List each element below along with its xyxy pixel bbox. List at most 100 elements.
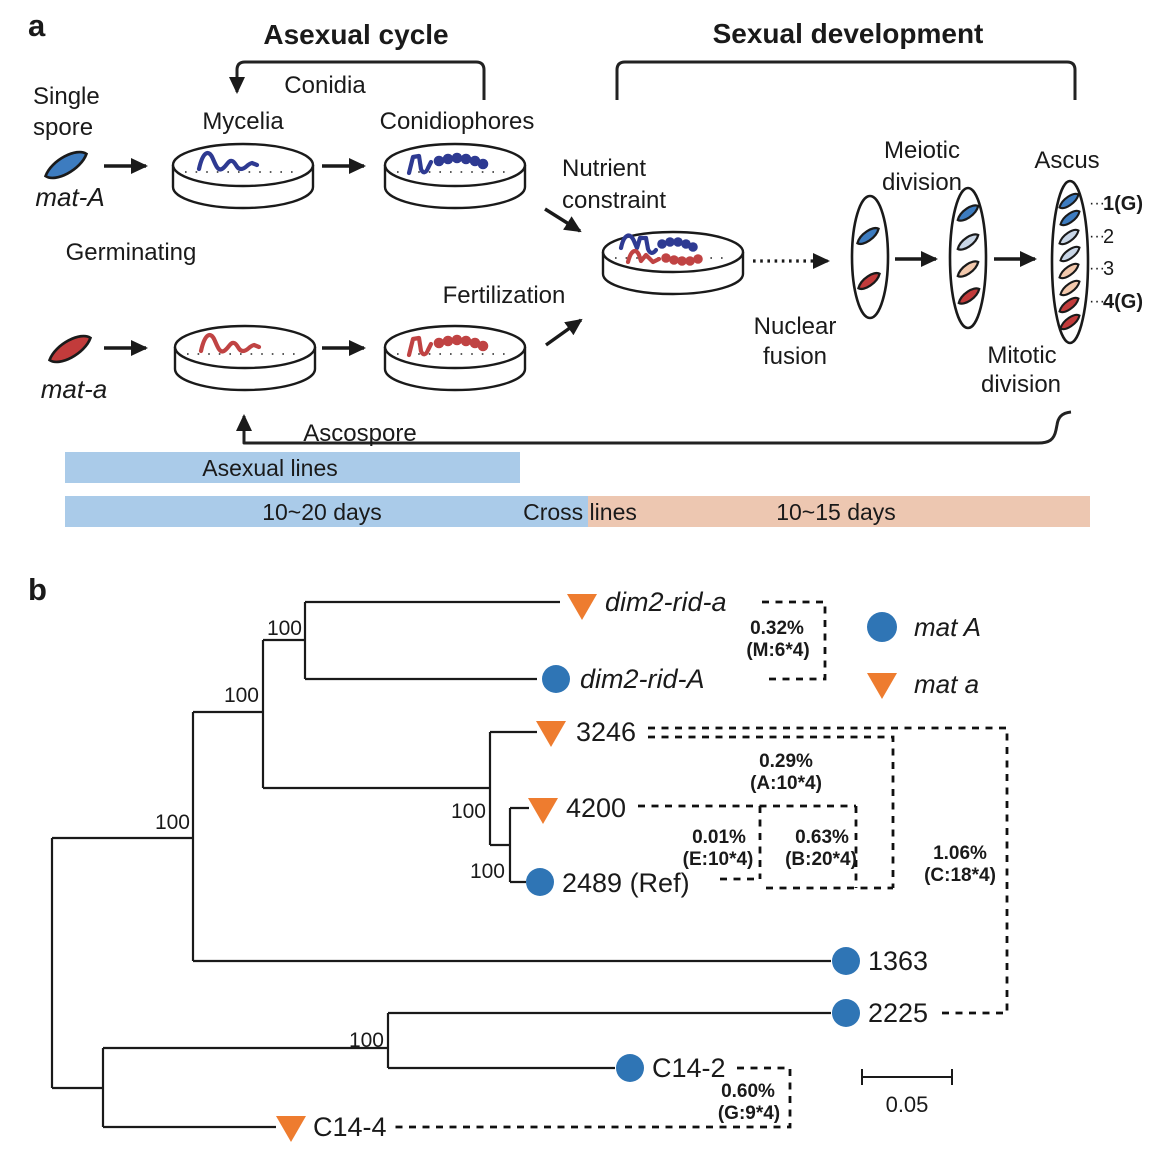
comparison-B-lines: (B:20*4) <box>785 849 857 870</box>
legend-mat-A-circle-icon <box>867 612 897 642</box>
mat-A-circle-icon-dim2 <box>542 665 570 693</box>
bootstrap-mid-node: 100 <box>155 811 190 834</box>
leader-dots-4: ··· <box>1089 293 1105 310</box>
mat-A-circle-icon-C14-2 <box>616 1054 644 1082</box>
petri-dish-mycelia-A <box>171 142 315 210</box>
ascus-stage-3 <box>1050 179 1090 345</box>
timeline: Asexual lines 10~20 days Cross lines 10~… <box>65 452 1090 527</box>
asexual-duration-bar <box>65 496 588 527</box>
leader-dots-1: ··· <box>1089 195 1105 212</box>
bootstrap-3246-node: 100 <box>451 800 486 823</box>
leader-dots-3: ··· <box>1089 260 1105 277</box>
petri-dish-conidiophores-A <box>383 142 527 210</box>
mat-a-triangle-icon-3246 <box>536 721 566 747</box>
cross-lines-label: Cross lines <box>523 499 637 525</box>
comparison-A-percent: 0.29% <box>759 751 813 772</box>
ascospore-return-arrow <box>236 410 1072 445</box>
mating-type-legend: mat A mat a <box>867 612 981 699</box>
comparison-B-percent: 0.63% <box>795 827 849 848</box>
taxon-label-1363: 1363 <box>868 946 928 976</box>
petri-dish-conidiophores-a <box>383 324 527 392</box>
ascus-title: Ascus <box>1034 147 1099 174</box>
asexual-cycle-title: Asexual cycle <box>263 19 448 50</box>
conidia-chain-a-icon <box>406 334 489 358</box>
comparison-G-lines: (G:9*4) <box>718 1103 780 1124</box>
comparison-C-percent: 1.06% <box>933 843 987 864</box>
germinating-label: Germinating <box>66 239 197 266</box>
ascospore-label: Ascospore <box>303 420 416 447</box>
nutrient-constraint-line1: Nutrient <box>562 155 646 182</box>
meiotic-division-line1: Meiotic <box>884 137 960 164</box>
single-spore-label-line2: spore <box>33 114 93 141</box>
taxon-label-2489: 2489 (Ref) <box>562 868 690 898</box>
legend-mat-a-label: mat a <box>914 669 979 699</box>
nutrient-constraint-line2: constraint <box>562 187 666 214</box>
mat-A-circle-icon-2489 <box>526 868 554 896</box>
mat-a-label: mat-a <box>41 374 107 404</box>
mat-a-triangle-icon-4200 <box>528 798 558 824</box>
mat-A-circle-icon-2225 <box>832 999 860 1027</box>
nuclear-fusion-line2: fusion <box>763 343 827 370</box>
mat-A-spore-icon <box>41 149 91 181</box>
ascus-stage-1 <box>850 194 890 320</box>
comparison-bracket-E-B <box>638 804 893 890</box>
sexual-development-title: Sexual development <box>713 18 984 49</box>
mat-A-circle-icon-1363 <box>832 947 860 975</box>
petri-dish-mycelia-a <box>173 324 317 392</box>
bootstrap-upper-node: 100 <box>224 684 259 707</box>
arrow-to-cross-dish-lower <box>545 318 583 347</box>
taxon-label-C14-4: C14-4 <box>313 1112 387 1142</box>
phylo-tree-branches <box>50 600 831 1129</box>
cross-duration-label: 10~15 days <box>776 499 896 525</box>
mycelia-squiggle-icon <box>196 150 260 172</box>
mat-A-label: mat-A <box>35 182 104 212</box>
mat-a-triangle-icon-dim2 <box>567 594 597 620</box>
arrow-to-cross-dish-upper <box>544 207 582 233</box>
asexual-lines-label: Asexual lines <box>202 455 338 481</box>
meiotic-division-line2: division <box>882 169 962 196</box>
cross-duration-bar <box>588 496 1090 527</box>
mycelia-squiggle-a-icon <box>198 332 262 354</box>
comparison-G-percent: 0.60% <box>721 1081 775 1102</box>
comparison-labels: 0.32% (M:6*4) 0.29% (A:10*4) 0.01% (E:10… <box>683 618 996 1124</box>
mitotic-division-line1: Mitotic <box>987 342 1056 369</box>
taxon-label-4200: 4200 <box>566 793 626 823</box>
bootstrap-dim2-node: 100 <box>267 617 302 640</box>
taxon-label-2225: 2225 <box>868 998 928 1028</box>
comparison-E-percent: 0.01% <box>692 827 746 848</box>
ascus-label-2: 2 <box>1103 226 1114 248</box>
mycelia-label: Mycelia <box>202 108 284 135</box>
comparison-C-lines: (C:18*4) <box>924 865 996 886</box>
panel-a-label: a <box>28 8 46 43</box>
comparison-M-percent: 0.32% <box>750 618 804 639</box>
conidia-chain-A-icon <box>406 152 489 176</box>
taxon-label-dim2-rid-A: dim2-rid-A <box>580 664 705 694</box>
taxon-label-dim2-rid-a: dim2-rid-a <box>605 587 727 617</box>
panel-a: a Asexual cycle Conidia Sexual developme… <box>28 8 1143 527</box>
petri-dish-cross <box>601 230 745 296</box>
panel-b-label: b <box>28 572 47 607</box>
ascus-label-3: 3 <box>1103 258 1114 280</box>
ascus-stage-2 <box>948 186 988 330</box>
scale-bar-value: 0.05 <box>886 1092 929 1117</box>
comparison-bracket-M <box>762 600 827 681</box>
taxon-label-C14-2: C14-2 <box>652 1053 726 1083</box>
conidiophores-label: Conidiophores <box>380 108 535 135</box>
scale-bar: 0.05 <box>861 1069 953 1117</box>
asexual-lines-bar <box>65 452 520 483</box>
legend-mat-A-label: mat A <box>914 612 981 642</box>
cross-dish-red-hyphae-icon <box>625 248 703 266</box>
cross-dish-blue-hyphae-icon <box>618 233 698 255</box>
comparison-M-lines: (M:6*4) <box>746 640 809 661</box>
comparison-bracket-G <box>390 1066 792 1129</box>
bootstrap-c14-node: 100 <box>349 1029 384 1052</box>
legend-mat-a-triangle-icon <box>867 673 897 699</box>
comparison-bracket-A <box>648 735 895 888</box>
single-spore-label-line1: Single <box>33 83 100 110</box>
mat-a-spore-icon <box>45 333 95 365</box>
sexual-development-bracket <box>615 60 1077 100</box>
comparison-E-lines: (E:10*4) <box>683 849 754 870</box>
asexual-duration-label: 10~20 days <box>262 499 382 525</box>
